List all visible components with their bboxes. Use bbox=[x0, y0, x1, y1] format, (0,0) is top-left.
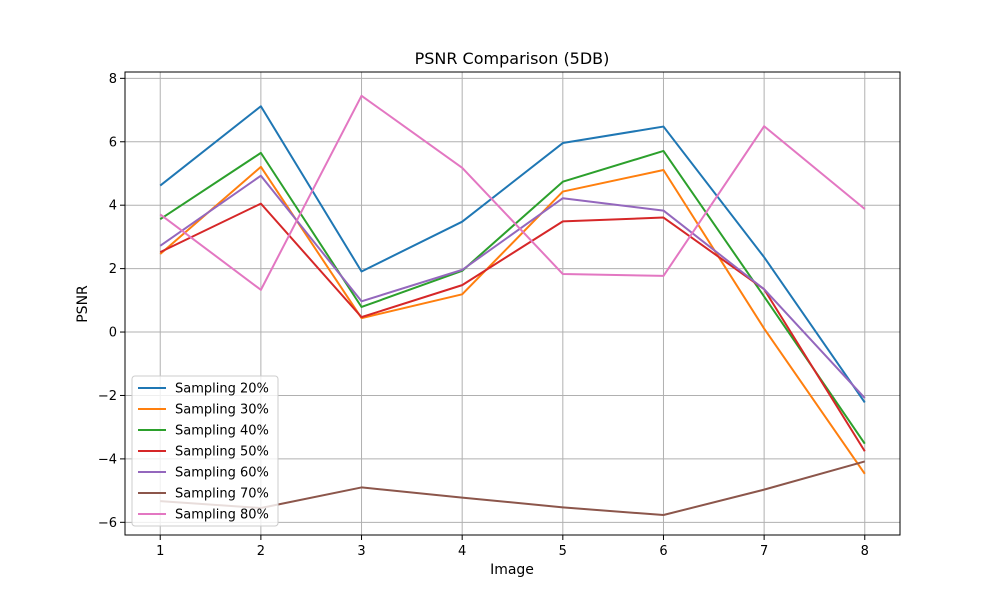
y-tick-label: 6 bbox=[109, 135, 117, 150]
y-tick-label: −4 bbox=[98, 452, 117, 467]
plot-area bbox=[124, 71, 901, 536]
legend-label: Sampling 30% bbox=[175, 403, 269, 418]
y-tick-label: 4 bbox=[109, 199, 117, 214]
y-tick-label: −6 bbox=[98, 516, 117, 531]
x-tick-label: 4 bbox=[458, 544, 466, 559]
series-line-1 bbox=[159, 105, 866, 404]
y-axis-ticks: −6 −4 −2 0 2 4 6 8 bbox=[98, 72, 125, 531]
legend-box bbox=[131, 375, 279, 527]
series-line-5 bbox=[159, 174, 866, 399]
y-tick-label: 0 bbox=[109, 326, 117, 341]
series-line-7 bbox=[159, 94, 866, 291]
legend-label: Sampling 40% bbox=[175, 424, 269, 439]
series-line-2 bbox=[159, 165, 866, 475]
x-tick-label: 1 bbox=[156, 544, 164, 559]
x-tick-label: 8 bbox=[861, 544, 869, 559]
legend-label: Sampling 50% bbox=[175, 445, 269, 460]
legend-label: Sampling 70% bbox=[175, 487, 269, 502]
x-tick-label: 7 bbox=[760, 544, 768, 559]
y-tick-label: 8 bbox=[109, 72, 117, 87]
legend: Sampling 20% Sampling 30% Sampling 40% Samp… bbox=[131, 375, 279, 527]
legend-label: Sampling 60% bbox=[175, 466, 269, 481]
legend-label: Sampling 80% bbox=[175, 508, 269, 523]
x-tick-label: 5 bbox=[559, 544, 567, 559]
x-axis-label: Image bbox=[490, 562, 534, 578]
x-tick-label: 6 bbox=[659, 544, 667, 559]
chart-title: PSNR Comparison (5DB) bbox=[415, 49, 610, 68]
y-axis-label: PSNR bbox=[75, 285, 91, 323]
y-tick-label: −2 bbox=[98, 389, 117, 404]
x-axis-ticks: 1 2 3 4 5 6 7 8 bbox=[156, 535, 869, 559]
series-line-3 bbox=[159, 149, 866, 445]
y-tick-label: 2 bbox=[109, 262, 117, 277]
x-tick-label: 2 bbox=[257, 544, 265, 559]
x-tick-label: 3 bbox=[357, 544, 365, 559]
legend-label: Sampling 20% bbox=[175, 382, 269, 397]
